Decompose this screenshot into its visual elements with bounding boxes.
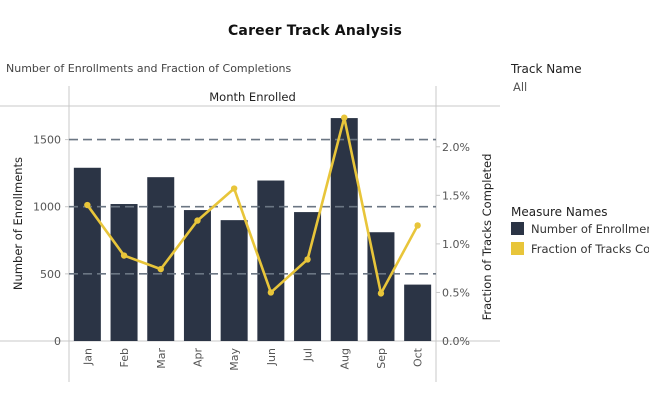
y-tick-label-1000: 1000 xyxy=(33,201,61,214)
y2-tick-label-1.5%: 1.5% xyxy=(442,189,470,202)
column-header-month-enrolled: Month Enrolled xyxy=(209,90,296,104)
x-tick-label-jan: Jan xyxy=(81,348,94,366)
y-tick-label-1500: 1500 xyxy=(33,134,61,147)
legend-label: Fraction of Tracks Completed xyxy=(531,242,649,256)
filter-value-dropdown[interactable]: All xyxy=(513,80,528,94)
x-tick-label-feb: Feb xyxy=(118,348,131,367)
point-jun xyxy=(267,289,275,296)
x-tick-label-sep: Sep xyxy=(375,348,388,369)
point-feb xyxy=(120,252,128,259)
bar-feb xyxy=(110,204,138,341)
point-jul xyxy=(304,256,311,263)
legend-swatch xyxy=(511,242,524,255)
y-tick-label-0: 0 xyxy=(54,335,61,348)
point-mar xyxy=(157,265,164,273)
bar-jun xyxy=(257,180,285,341)
bar-jan xyxy=(73,167,101,341)
x-tick-label-oct: Oct xyxy=(412,347,425,367)
bar-jul xyxy=(294,212,322,341)
point-jan xyxy=(84,201,91,209)
x-tick-label-may: May xyxy=(228,348,241,371)
x-tick-label-jul: Jul xyxy=(302,348,315,362)
legend-swatch xyxy=(511,222,524,235)
line-fraction-completed xyxy=(86,116,419,295)
legend-item-completion-fraction[interactable]: Fraction of Tracks Completed xyxy=(511,242,649,256)
x-tick-label-aug: Aug xyxy=(338,348,351,369)
dashboard-title: Career Track Analysis xyxy=(227,23,403,39)
bar-may xyxy=(220,220,248,341)
legend-item-enrollments[interactable]: Number of Enrollments xyxy=(511,222,649,236)
y2-tick-label-0.5%: 0.5% xyxy=(442,286,470,299)
y2-tick-label-0.0%: 0.0% xyxy=(442,335,470,348)
x-tick-label-apr: Apr xyxy=(191,348,204,368)
y2-tick-label-1.0%: 1.0% xyxy=(442,238,470,251)
y2-axis-title: Fraction of Tracks Completed xyxy=(480,154,494,321)
x-tick-label-mar: Mar xyxy=(155,348,168,369)
point-apr xyxy=(194,217,201,224)
bar-apr xyxy=(183,210,211,341)
x-tick-label-jun: Jun xyxy=(265,348,278,366)
bar-mar xyxy=(147,177,175,341)
chart-subtitle: Number of Enrollments and Fraction of Co… xyxy=(6,62,292,75)
point-sep xyxy=(377,290,385,297)
y-tick-label-500: 500 xyxy=(40,268,61,281)
legend-title: Measure Names xyxy=(511,205,608,219)
filter-title: Track Name xyxy=(511,62,582,76)
y-axis-title: Number of Enrollments xyxy=(11,157,25,290)
point-aug xyxy=(341,114,348,121)
point-oct xyxy=(414,222,421,229)
point-may xyxy=(230,185,238,192)
y2-tick-label-2.0%: 2.0% xyxy=(442,141,470,154)
bar-oct xyxy=(404,284,432,341)
legend-label: Number of Enrollments xyxy=(531,222,649,236)
